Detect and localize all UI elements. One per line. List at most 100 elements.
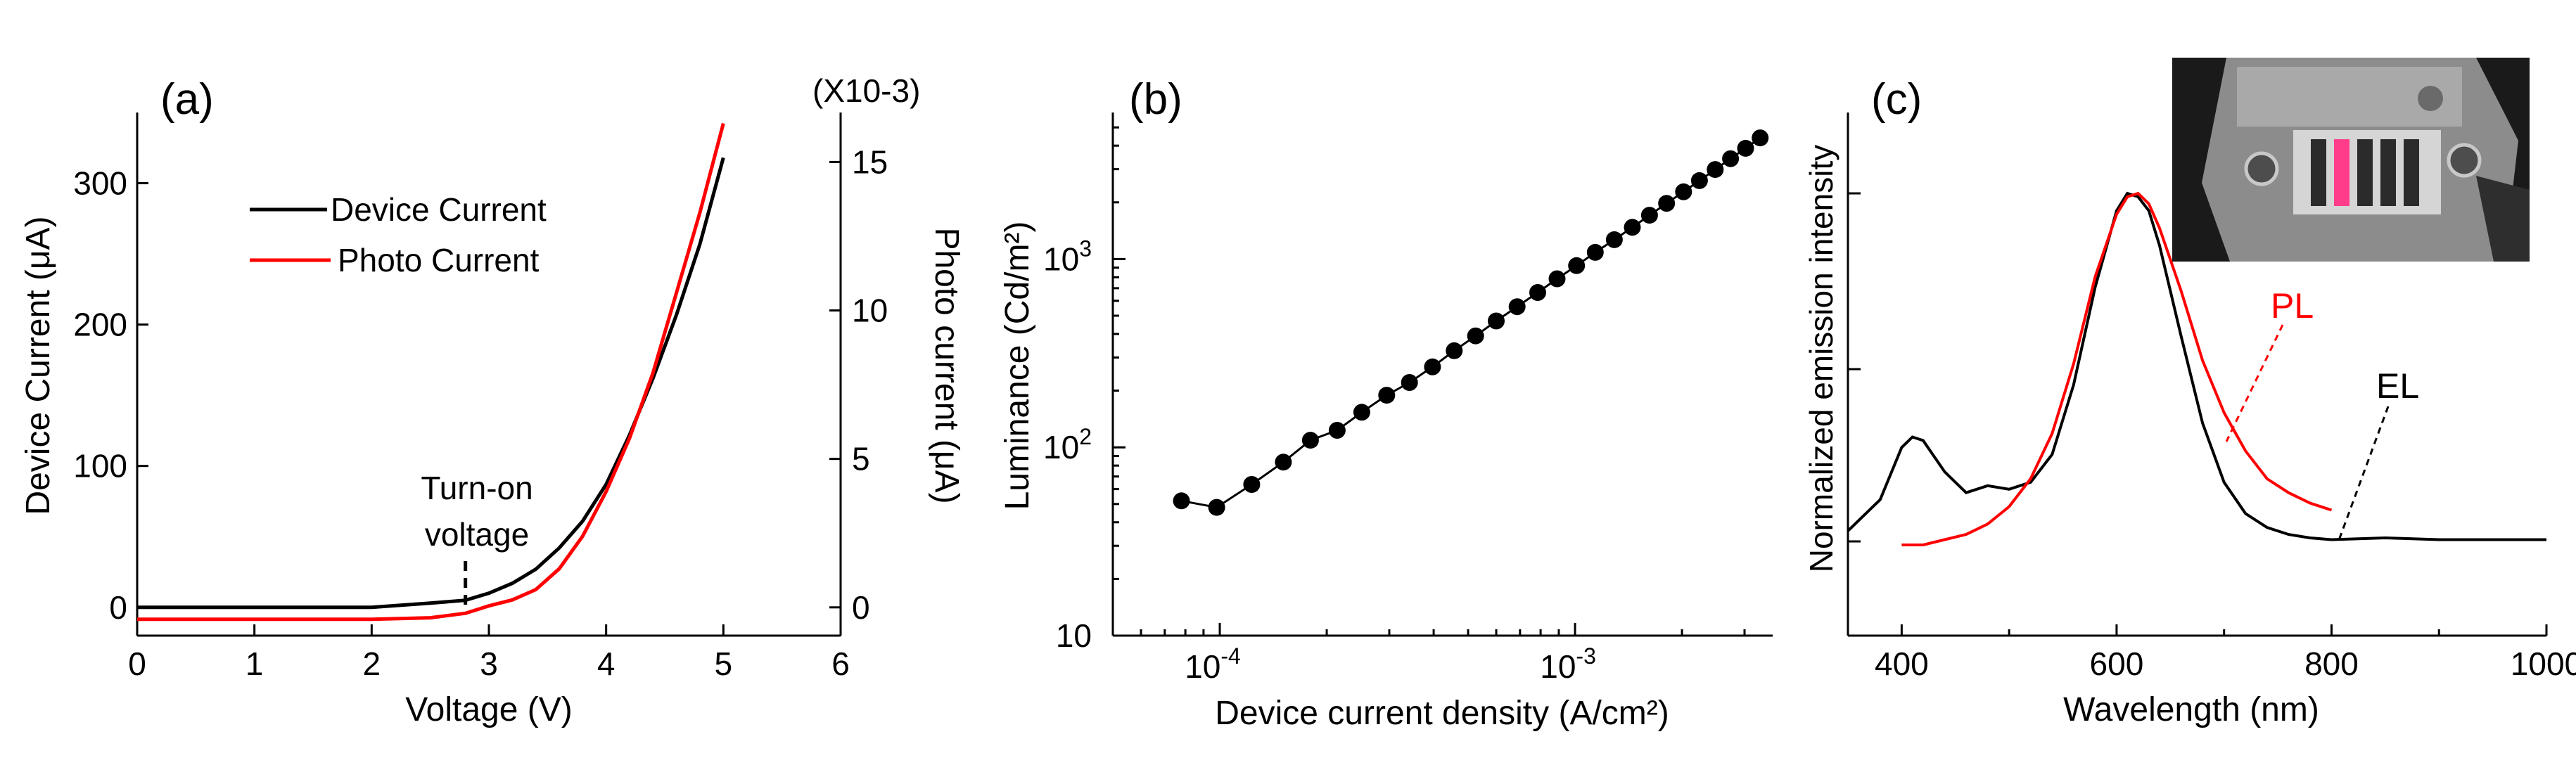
panel-c-x-label: Wavelength (nm) <box>2063 691 2319 728</box>
luminance-point <box>1568 257 1586 274</box>
a-x-tick-label: 4 <box>597 645 616 682</box>
legend-label-photo: Photo Current <box>338 242 540 278</box>
a-y-tick-label: 300 <box>73 165 127 202</box>
panel-c-label: (c) <box>1871 75 1922 124</box>
luminance-point <box>1424 358 1441 375</box>
panel-a: (a) (X10-3) 0 1 2 3 4 5 6 0 100 200 300 0 5 10 15 Vo… <box>20 72 965 728</box>
luminance-point <box>1675 183 1692 200</box>
panel-a-label: (a) <box>160 75 214 124</box>
b-x-tick-label: 10-4 <box>1185 643 1241 685</box>
luminance-point <box>1508 298 1526 316</box>
luminance-point <box>1446 342 1463 359</box>
panel-a-x-ticks: 0 1 2 3 4 5 6 <box>128 624 850 682</box>
a-y2-tick-label: 5 <box>852 441 870 477</box>
c-x-tick-label: 1000 <box>2511 645 2576 682</box>
panel-a-multiplier: (X10-3) <box>812 72 920 109</box>
b-y-tick-label: 103 <box>1043 236 1092 277</box>
b-y-tick-base: 10 <box>1056 617 1092 654</box>
luminance-point <box>1488 312 1505 330</box>
el-label: EL <box>2376 366 2419 406</box>
b-x-tick-base: 10 <box>1540 648 1576 685</box>
a-y2-tick-label: 10 <box>852 292 888 329</box>
pl-label: PL <box>2271 286 2314 326</box>
turn-on-annotation: Turn-on voltage <box>421 470 533 610</box>
luminance-point <box>1586 243 1604 261</box>
b-y-tick-label: 102 <box>1043 424 1092 465</box>
a-y2-tick-label: 15 <box>852 143 888 180</box>
turn-on-text-1: Turn-on <box>421 470 533 506</box>
a-x-tick-label: 1 <box>246 645 264 682</box>
luminance-point <box>1353 404 1370 421</box>
luminance-point <box>1208 499 1225 516</box>
panel-a-y-ticks: 0 100 200 300 <box>73 165 148 626</box>
a-y-tick-label: 200 <box>73 307 127 343</box>
pl-spectrum-line <box>1901 191 2333 546</box>
luminance-line <box>1181 136 1761 509</box>
a-y-tick-label: 0 <box>109 589 127 626</box>
luminance-point <box>1548 270 1566 288</box>
a-x-tick-label: 5 <box>715 645 733 682</box>
b-x-tick-label: 10-3 <box>1540 643 1596 685</box>
luminance-point <box>1624 219 1641 236</box>
b-x-tick-exp: -3 <box>1576 643 1595 669</box>
c-x-tick-label: 800 <box>2304 645 2359 682</box>
luminance-point <box>1401 374 1418 391</box>
luminance-point <box>1467 327 1484 345</box>
luminance-points <box>1173 129 1769 516</box>
a-y-tick-label: 100 <box>73 448 127 484</box>
a-x-tick-label: 0 <box>128 645 146 682</box>
a-x-tick-label: 6 <box>831 645 850 682</box>
panel-b-label: (b) <box>1129 75 1182 124</box>
c-x-tick-label: 400 <box>1875 645 1929 682</box>
luminance-point <box>1328 422 1346 439</box>
photo-current-line <box>137 122 725 622</box>
panel-c-x-ticks: 400 600 800 1000 <box>1875 624 2576 682</box>
luminance-point <box>1605 231 1623 248</box>
panel-a-multiplier-text: (X10-3) <box>812 72 920 109</box>
panel-b-y-label: Luminance (Cd/m²) <box>999 221 1036 510</box>
luminance-point <box>1378 387 1396 404</box>
b-y-tick-label: 10 <box>1056 617 1092 654</box>
b-y-tick-exp: 2 <box>1079 424 1092 449</box>
panel-c: (c) 400 600 800 1000 Wavelength (nm) Normal… <box>1803 58 2576 728</box>
b-y-tick-base: 10 <box>1043 429 1079 465</box>
b-y-tick-exp: 3 <box>1079 236 1092 261</box>
pl-leader <box>2225 324 2284 442</box>
c-x-tick-label: 600 <box>2090 645 2144 682</box>
a-x-tick-label: 2 <box>363 645 381 682</box>
panel-a-legend: Device Current Photo Current <box>250 191 547 278</box>
panel-a-y2-label: Photo current (μA) <box>928 227 965 503</box>
a-x-tick-label: 3 <box>480 645 498 682</box>
luminance-point <box>1529 284 1546 301</box>
b-x-tick-exp: -4 <box>1220 643 1240 669</box>
panel-c-y-ticks <box>1848 192 1861 543</box>
luminance-point <box>1640 207 1658 224</box>
panel-a-x-label: Voltage (V) <box>405 691 572 728</box>
el-leader <box>2338 406 2390 541</box>
luminance-point <box>1243 476 1261 493</box>
b-x-tick-base: 10 <box>1185 648 1220 685</box>
luminance-point <box>1752 129 1769 147</box>
panel-b-x-ticks: 10-4 10-3 <box>1140 623 1746 685</box>
luminance-point <box>1737 139 1754 157</box>
luminance-point <box>1275 454 1292 471</box>
a-y2-tick-label: 0 <box>852 589 870 626</box>
turn-on-text-2: voltage <box>425 516 529 553</box>
luminance-point <box>1173 492 1190 510</box>
panel-a-y2-ticks: 0 5 10 15 <box>829 143 888 626</box>
luminance-point <box>1301 432 1319 449</box>
panel-a-y-label: Device Current (μA) <box>20 216 57 515</box>
luminance-point <box>1722 150 1740 167</box>
panel-b-x-label: Device current density (A/cm²) <box>1215 695 1669 732</box>
luminance-point <box>1658 195 1676 212</box>
panel-c-y-label: Normalized emission intensity <box>1803 145 1839 572</box>
luminance-point <box>1707 161 1724 179</box>
b-y-tick-base: 10 <box>1043 240 1079 277</box>
device-photo-inset <box>2172 58 2530 262</box>
device-current-line <box>137 157 725 610</box>
legend-label-device: Device Current <box>331 191 547 228</box>
luminance-point <box>1690 172 1708 189</box>
